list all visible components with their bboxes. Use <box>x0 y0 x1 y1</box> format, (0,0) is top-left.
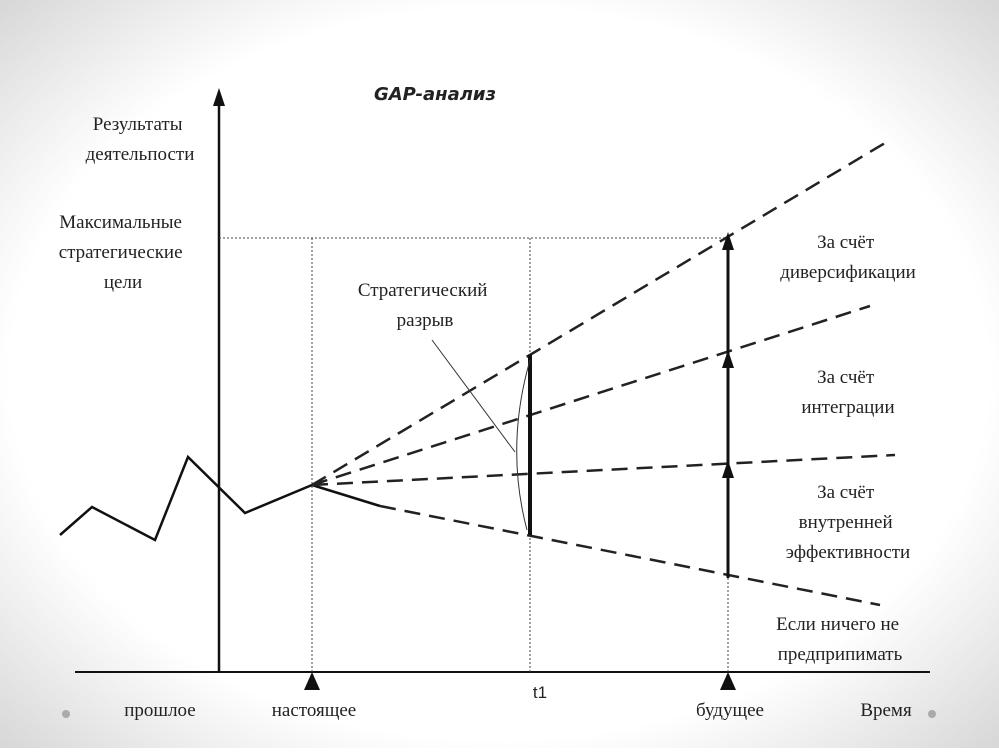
text-line: За счёт <box>817 482 875 503</box>
gap-label: Стратегический разрыв <box>358 280 492 331</box>
text-line: диверсификации <box>780 262 916 283</box>
text-line: эффективности <box>786 542 910 563</box>
label: За счёт диверсификации <box>780 232 916 283</box>
title: GAP-анализ <box>374 84 496 105</box>
x-label: будущее <box>696 700 764 721</box>
x-label: Время <box>860 700 912 721</box>
arrow <box>722 232 734 250</box>
scenario-line <box>311 138 891 487</box>
label: За счёт внутренней эффективности <box>786 482 910 563</box>
label: Если ничего не предприпимать <box>776 614 904 665</box>
line <box>311 483 381 508</box>
text-line: Максимальные <box>59 212 182 233</box>
text-line: За счёт <box>817 232 875 253</box>
leader <box>431 339 516 453</box>
text-line: цели <box>104 272 142 293</box>
max-goals: Максимальные стратегические цели <box>59 212 188 293</box>
history-line <box>59 454 313 542</box>
text-line: стратегические <box>59 242 183 263</box>
text-line: предприпимать <box>778 644 903 665</box>
arrow <box>722 460 734 478</box>
text-line: Если ничего не <box>776 614 899 635</box>
text-line: Стратегический <box>358 280 488 301</box>
text-line: разрыв <box>397 310 454 331</box>
text-line: внутренней <box>799 512 893 533</box>
dot <box>62 710 70 718</box>
text-line: Результаты <box>93 114 183 135</box>
text-line: интеграции <box>801 397 894 418</box>
gap-brace <box>516 359 531 531</box>
text-line: деятельпости <box>86 144 195 165</box>
dot <box>928 710 936 718</box>
arrow <box>722 350 734 368</box>
marker <box>720 672 736 690</box>
scenario-line <box>311 304 871 487</box>
x-label: прошлое <box>124 700 195 721</box>
x-label: t1 <box>533 683 547 702</box>
scenario-line <box>311 453 896 487</box>
label: За счёт интеграции <box>801 367 894 418</box>
marker <box>304 672 320 690</box>
scenario-line <box>379 504 881 607</box>
y-axis-label: Результаты деятельпости <box>86 114 195 165</box>
text-line: За счёт <box>817 367 875 388</box>
x-label: настоящее <box>272 700 356 721</box>
guides <box>219 237 729 672</box>
arrow <box>213 88 225 106</box>
